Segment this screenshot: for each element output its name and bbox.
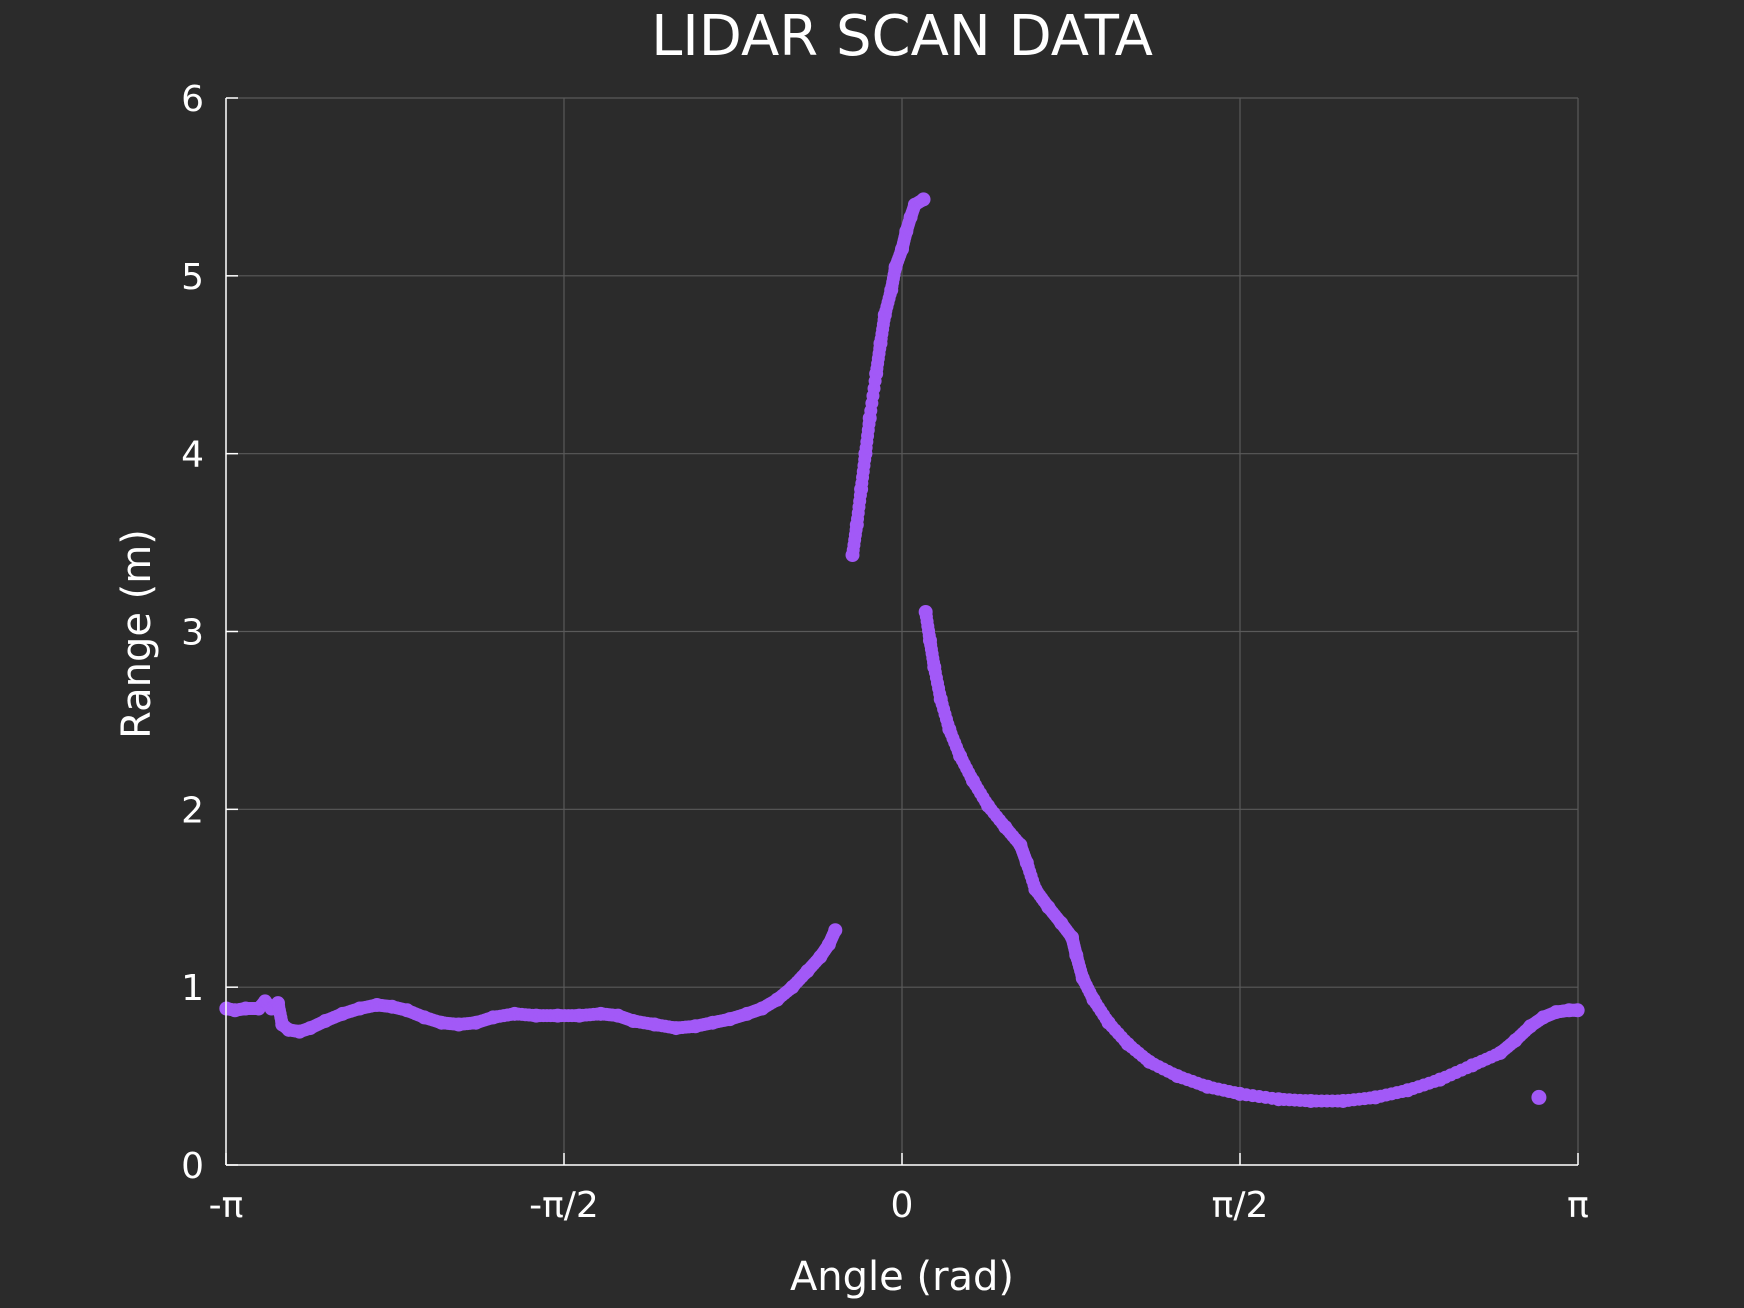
y-tick-label: 3 [181, 613, 204, 654]
data-points-layer [219, 192, 1585, 1108]
y-tick-label: 1 [181, 968, 204, 1009]
data-point [828, 923, 843, 938]
y-tick-label: 0 [181, 1146, 204, 1187]
y-tick-label: 4 [181, 435, 204, 476]
data-point [1570, 1003, 1585, 1018]
y-tick-label: 2 [181, 790, 204, 831]
x-tick-label: π [1567, 1185, 1589, 1226]
x-tick-label: 0 [891, 1185, 914, 1226]
x-tick-label: π/2 [1212, 1185, 1269, 1226]
data-point-outlier [1531, 1089, 1547, 1105]
y-axis-label: Range (m) [114, 529, 160, 739]
x-axis-label: Angle (rad) [790, 1254, 1014, 1300]
axes-layer: -π -π/2 0 π/2 π 0 1 2 3 4 5 6 [181, 79, 1589, 1226]
x-tick-label: -π/2 [529, 1185, 599, 1226]
data-point [916, 192, 931, 207]
y-tick-label: 5 [181, 257, 204, 298]
y-tick-label: 6 [181, 79, 204, 120]
chart-title: LIDAR SCAN DATA [651, 4, 1153, 69]
x-tick-label: -π [209, 1185, 244, 1226]
